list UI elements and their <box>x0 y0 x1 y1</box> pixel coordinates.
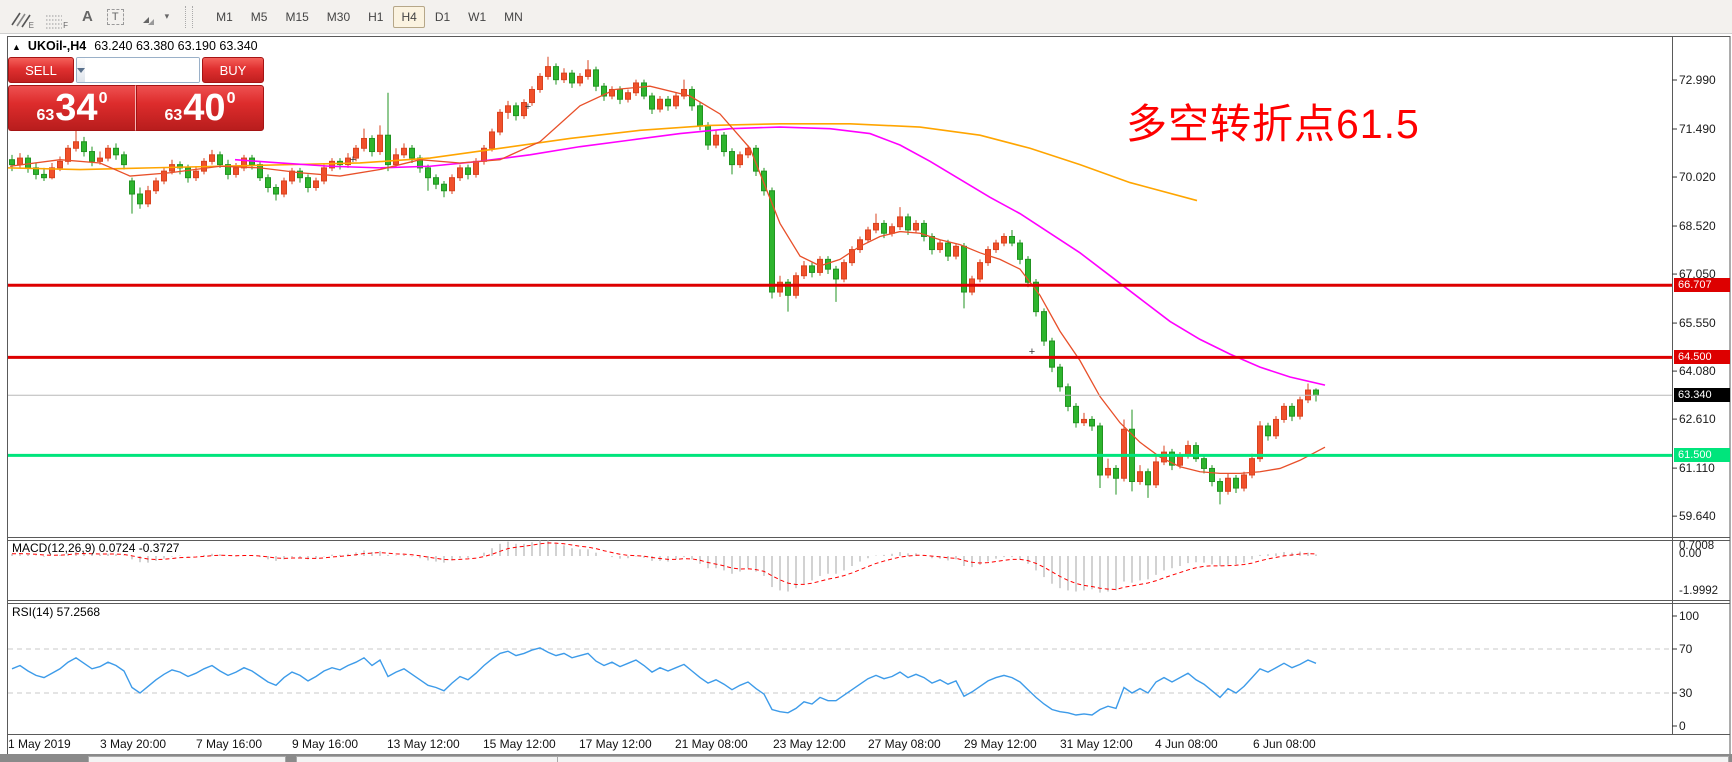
bottom-strip-segment[interactable] <box>88 756 286 762</box>
icon-sub-f: F <box>63 20 68 30</box>
chart-annotation: 多空转折点61.5 <box>1126 101 1420 147</box>
macd-axis-label: -1.9992 <box>1679 585 1719 597</box>
timeframe-H4[interactable]: H4 <box>393 5 425 28</box>
sell-price-display[interactable]: 63 34 0 <box>8 85 136 131</box>
price-tick-label: 62.610 <box>1679 412 1716 427</box>
collapse-triangle-icon[interactable]: ▲ <box>12 42 21 52</box>
timeframe-bar: M1 M5 M15 M30 H1 H4 D1 W1 MN <box>207 5 532 28</box>
pencil-lines-glyph <box>11 12 31 27</box>
price-badge-63.340: 63.340 <box>1674 388 1730 403</box>
timeframe-M5[interactable]: M5 <box>250 9 268 24</box>
rsi-axis-label: 100 <box>1679 609 1700 623</box>
trade-price-row: 63 34 0 63 40 0 <box>8 85 264 131</box>
timeframe-M1[interactable]: M1 <box>216 9 233 24</box>
price-tick-label: 61.110 <box>1679 461 1715 476</box>
volume-input[interactable] <box>85 58 199 82</box>
time-tick-label: 17 May 12:00 <box>579 737 652 751</box>
sell-price-prefix: 63 <box>36 107 55 124</box>
ma-mid-line <box>234 126 1326 386</box>
price-tick-label: 65.550 <box>1679 316 1716 331</box>
timeframe-M15[interactable]: M15 <box>285 9 309 24</box>
macd-label: MACD(12,26,9) 0.0724 -0.3727 <box>12 541 180 555</box>
rsi-axis-label: 30 <box>1679 686 1693 700</box>
timeframe-D1[interactable]: D1 <box>434 9 451 24</box>
time-tick-label: 21 May 08:00 <box>675 737 748 751</box>
rsi-axis-label: 0 <box>1679 719 1686 733</box>
timeframe-W1[interactable]: W1 <box>468 9 487 24</box>
sell-price-sup: 0 <box>98 90 108 107</box>
arrange-arrows-icon[interactable] <box>136 5 162 29</box>
rsi-line <box>11 647 1317 716</box>
buy-button[interactable]: BUY <box>202 57 264 83</box>
chart-header: ▲ UKOil-,H4 63.240 63.380 63.190 63.340 <box>12 39 258 53</box>
ma-fast-line <box>9 85 1326 474</box>
buy-price-sup: 0 <box>226 90 236 107</box>
bottom-strip-segment[interactable] <box>296 756 558 762</box>
plus-mark: + <box>1029 346 1035 358</box>
buy-price-main: 40 <box>183 87 226 129</box>
rsi-label: RSI(14) 57.2568 <box>12 605 101 619</box>
toolbar: E F A T ▾ M1 M5 M15 M30 H1 H4 D1 W1 MN <box>0 0 1732 34</box>
buy-price-prefix: 63 <box>164 107 183 124</box>
time-tick-label: 7 May 16:00 <box>196 737 263 751</box>
price-tick-label: 70.020 <box>1679 170 1716 185</box>
price-tick-label: 59.640 <box>1679 509 1716 524</box>
price-tick-label: 68.520 <box>1679 219 1716 234</box>
bottom-strip <box>0 754 1732 762</box>
time-tick-label: 3 May 20:00 <box>100 737 167 751</box>
sell-button[interactable]: SELL <box>8 57 74 83</box>
macd-axis-label: 0.00 <box>1679 548 1702 560</box>
plus-mark: + <box>350 154 356 166</box>
price-tick-label: 64.080 <box>1679 364 1716 379</box>
grid-icon[interactable]: F <box>42 5 68 30</box>
time-tick-label: 6 Jun 08:00 <box>1253 737 1316 751</box>
grid-glyph <box>46 15 62 28</box>
time-tick-label: 13 May 12:00 <box>387 737 460 751</box>
rsi-axis-label: 70 <box>1679 642 1693 656</box>
timeframe-M30[interactable]: M30 <box>326 9 351 24</box>
time-tick-label: 9 May 16:00 <box>292 737 359 751</box>
bottom-strip-segment[interactable] <box>557 756 1729 762</box>
sell-price-main: 34 <box>55 87 98 129</box>
price-tick-label: 67.050 <box>1679 267 1716 282</box>
trade-controls-row: SELL BUY <box>8 57 264 83</box>
macd-axis-label: 0.7008 <box>1679 540 1715 552</box>
time-tick-label: 23 May 12:00 <box>773 737 846 751</box>
down-arrow-icon <box>77 67 85 73</box>
ma-slow-line <box>7 122 1198 202</box>
time-tick-label: 4 Jun 08:00 <box>1155 737 1218 751</box>
arrange-arrows-glyph <box>142 16 154 25</box>
timeframe-MN[interactable]: MN <box>504 9 523 24</box>
price-badge-61.500: 61.500 <box>1674 448 1730 463</box>
symbol-period-label: UKOil-,H4 <box>27 39 87 53</box>
text-label-icon[interactable]: A <box>82 8 93 25</box>
crosshair-lines-icon[interactable]: E <box>8 5 34 30</box>
price-tick-label: 72.990 <box>1679 73 1716 87</box>
toolbar-grip[interactable] <box>185 5 194 28</box>
time-tick-label: 31 May 12:00 <box>1060 737 1133 751</box>
price-badge-66.707: 66.707 <box>1674 278 1730 293</box>
time-tick-label: 1 May 2019 <box>8 737 71 751</box>
plus-mark: + <box>525 101 531 113</box>
buy-price-display[interactable]: 63 40 0 <box>136 85 264 131</box>
time-tick-label: 27 May 08:00 <box>868 737 941 751</box>
price-tick-label: 71.490 <box>1679 122 1716 136</box>
time-tick-label: 15 May 12:00 <box>483 737 556 751</box>
volume-decrease-button[interactable] <box>77 58 85 82</box>
volume-group <box>76 57 200 83</box>
time-tick-label: 29 May 12:00 <box>964 737 1037 751</box>
price-badge-64.500: 64.500 <box>1674 350 1730 365</box>
timeframe-H1[interactable]: H1 <box>368 9 384 24</box>
icon-sub-e: E <box>28 20 34 30</box>
text-box-icon[interactable]: T <box>106 8 124 25</box>
macd-signal-line <box>11 542 1317 590</box>
ohlc-values: 63.240 63.380 63.190 63.340 <box>94 39 258 53</box>
one-click-trade-panel: SELL BUY 63 34 0 63 40 0 <box>8 57 264 131</box>
dropdown-arrow-icon[interactable]: ▾ <box>164 11 170 21</box>
